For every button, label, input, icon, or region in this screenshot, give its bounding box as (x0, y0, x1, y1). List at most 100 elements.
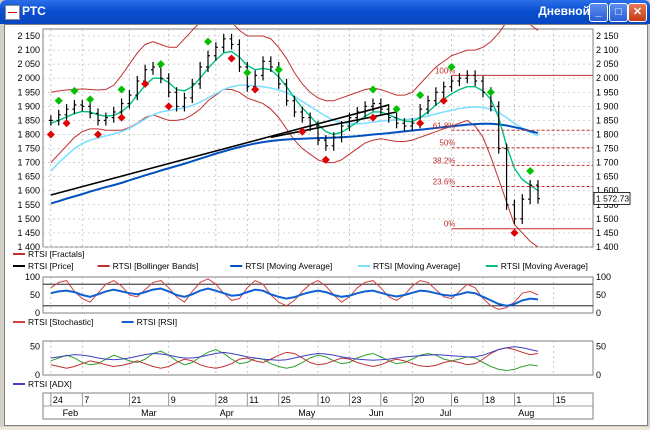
y-axis-tick-label-right: 1 600 (596, 186, 619, 196)
fractal-up-marker (54, 96, 63, 105)
period-mode-label: Дневной (538, 4, 590, 18)
fibonacci-level-label: 61.8% (433, 121, 456, 130)
fractal-down-marker (141, 79, 150, 88)
price-legend-label: RTSI [Moving Average] (373, 261, 460, 271)
y-axis-tick-label-left: 1 600 (17, 186, 40, 196)
y-axis-tick-label-left: 1 950 (17, 87, 40, 97)
y-axis-tick-label-left: 2 000 (17, 73, 40, 83)
y-axis-tick-label-right: 2 000 (596, 73, 619, 83)
x-axis-day-label: 15 (556, 395, 566, 405)
fractal-up-marker (86, 95, 95, 104)
osc-y-tick-label-left: 0 (35, 308, 40, 318)
x-axis-day-label: 6 (454, 395, 459, 405)
fractal-down-marker (439, 96, 448, 105)
y-axis-tick-label-right: 1 500 (596, 214, 619, 224)
y-axis-tick-label-right: 2 150 (596, 31, 619, 41)
x-axis-month-label: Feb (63, 408, 79, 418)
y-axis-tick-label-right: 1 400 (596, 242, 619, 252)
fractal-up-marker (70, 86, 79, 95)
x-axis-month-label: Jun (369, 408, 384, 418)
adx-y-tick-label-left: 50 (30, 342, 40, 352)
y-axis-tick-label-left: 1 550 (17, 200, 40, 210)
y-axis-tick-label-left: 1 650 (17, 172, 40, 182)
fibonacci-level-label: 100% (435, 66, 455, 75)
y-axis-tick-label-left: 1 500 (17, 214, 40, 224)
fibonacci-level-label: 50% (439, 139, 455, 148)
x-axis-day-label: 10 (320, 395, 330, 405)
x-axis-day-label: 6 (383, 395, 388, 405)
adx-y-tick-label-right: 0 (596, 370, 601, 380)
adx-legend-label: RTSI [ADX] (28, 379, 72, 389)
fractal-up-marker (243, 68, 252, 77)
fibonacci-level-label: 0% (444, 220, 456, 229)
osc-legend-label: RTSI [Stochastic] (28, 317, 94, 327)
y-axis-tick-label-right: 1 850 (596, 115, 619, 125)
y-axis-tick-label-left: 1 800 (17, 129, 40, 139)
y-axis-tick-label-right: 1 950 (596, 87, 619, 97)
fractal-down-marker (416, 119, 425, 128)
title-bar[interactable]: РТС Дневной _ □ ✕ (0, 0, 650, 24)
y-axis-tick-label-left: 1 450 (17, 228, 40, 238)
price-legend-label: RTSI [Moving Average] (501, 261, 588, 271)
fractal-up-marker (392, 105, 401, 114)
di-plus-line (50, 348, 539, 371)
rsi-line (50, 287, 539, 307)
window-title: РТС (22, 4, 46, 18)
x-axis-month-label: Mar (141, 408, 157, 418)
y-axis-tick-label-right: 1 650 (596, 172, 619, 182)
adx-y-tick-label-right: 50 (596, 342, 606, 352)
y-axis-tick-label-left: 2 050 (17, 59, 40, 69)
fractal-down-marker (321, 155, 330, 164)
fractal-down-marker (46, 130, 55, 139)
x-axis-day-label: 18 (485, 395, 495, 405)
close-button[interactable]: ✕ (628, 3, 647, 22)
fractal-up-marker (274, 65, 283, 74)
fractal-down-marker (227, 54, 236, 63)
osc-y-tick-label-right: 100 (596, 272, 611, 282)
x-axis-day-label: 7 (84, 395, 89, 405)
x-axis-month-label: Apr (220, 408, 234, 418)
fractal-up-marker (447, 62, 456, 71)
x-axis-day-label: 11 (249, 395, 258, 405)
fractal-up-marker (369, 85, 377, 94)
fractal-down-marker (117, 113, 126, 122)
last-value-box (593, 192, 631, 205)
x-axis-day-label: 20 (414, 395, 424, 405)
x-axis-day-label: 25 (281, 395, 291, 405)
bollinger-upper-line (50, 12, 539, 102)
trend-line (270, 111, 397, 139)
price-legend-label: RTSI [Moving Average] (245, 261, 332, 271)
x-axis-day-label: 1 (516, 395, 521, 405)
y-axis-tick-label-right: 1 700 (596, 158, 619, 168)
y-axis-tick-label-left: 1 850 (17, 115, 40, 125)
last-value-label: 1 572.73 (596, 193, 629, 203)
fractal-down-marker (510, 228, 519, 237)
fractal-down-marker (164, 102, 173, 111)
y-axis-tick-label-right: 2 100 (596, 45, 619, 55)
fractal-up-marker (204, 37, 212, 46)
y-axis-tick-label-right: 1 900 (596, 101, 619, 111)
minimize-button[interactable]: _ (589, 3, 608, 22)
x-axis-day-label: 28 (218, 395, 228, 405)
y-axis-tick-label-left: 1 700 (17, 158, 40, 168)
x-axis-month-label: Jul (440, 408, 452, 418)
y-axis-tick-label-left: 2 100 (17, 45, 40, 55)
fractal-up-marker (156, 60, 165, 69)
x-axis-day-label: 23 (351, 395, 361, 405)
osc-y-tick-label-right: 50 (596, 290, 606, 300)
x-axis-day-label: 24 (53, 395, 63, 405)
osc-legend-label: RTSI [RSI] (137, 317, 177, 327)
maximize-button[interactable]: □ (609, 3, 628, 22)
y-axis-tick-label-right: 1 450 (596, 228, 619, 238)
y-axis-tick-label-right: 1 800 (596, 129, 619, 139)
x-axis-month-label: May (298, 408, 316, 418)
ma-slow-line (50, 122, 539, 205)
fractal-down-marker (251, 85, 260, 94)
fractal-down-marker (369, 113, 377, 122)
trend-line (50, 104, 389, 196)
y-axis-tick-label-right: 1 750 (596, 144, 619, 154)
di-minus-line (50, 347, 539, 369)
price-legend-label: RTSI [Fractals] (28, 249, 85, 259)
chart-area[interactable]: 2 150 2 150 2 100 2 100 2 050 2 050 2 000 2 000… (4, 12, 648, 426)
fractal-down-marker (94, 130, 102, 139)
